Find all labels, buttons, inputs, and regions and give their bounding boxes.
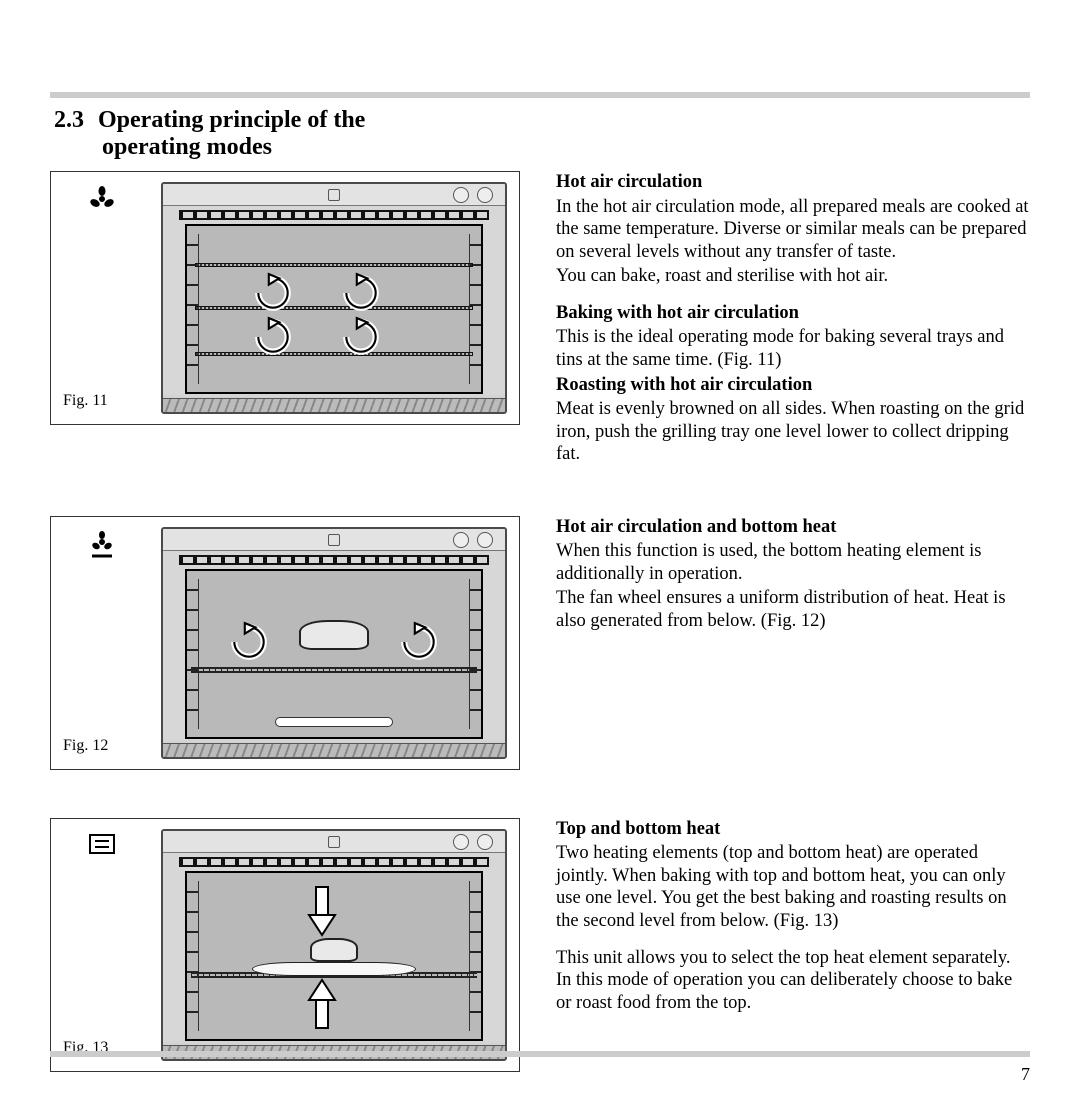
text-column: Hot air circulationIn the hot air circul…: [556, 171, 1030, 468]
figure-box: Fig. 13: [50, 818, 520, 1072]
paragraph: When this function is used, the bottom h…: [556, 540, 1030, 585]
mode-icon: [63, 833, 141, 862]
figure-column: Fig. 12: [50, 516, 520, 770]
paragraph: You can bake, roast and sterilise with h…: [556, 265, 1030, 288]
heading-number: 2.3: [54, 107, 98, 134]
figure-label: Fig. 12: [63, 737, 141, 759]
figure-label: Fig. 11: [63, 392, 141, 414]
paragraph: Meat is evenly browned on all sides. Whe…: [556, 398, 1030, 466]
paragraph: This is the ideal operating mode for bak…: [556, 326, 1030, 371]
bottom-rule: [50, 1051, 1030, 1057]
heading-line1: Operating principle of the: [98, 107, 365, 133]
figure-label: Fig. 13: [63, 1039, 141, 1061]
subheading: Hot air circulation and bottom heat: [556, 516, 1030, 539]
oven-illustration: [161, 182, 507, 414]
figure-column: Fig. 13: [50, 818, 520, 1072]
oven-illustration: [161, 527, 507, 759]
paragraph: Two heating elements (top and bottom hea…: [556, 842, 1030, 932]
heading-line2: operating modes: [54, 134, 272, 160]
figure-box: Fig. 11: [50, 171, 520, 425]
subheading: Roasting with hot air circulation: [556, 374, 1030, 397]
paragraph: In the hot air circulation mode, all pre…: [556, 196, 1030, 264]
mode-icon: [63, 186, 141, 219]
subheading: Hot air circulation: [556, 171, 1030, 194]
paragraph: The fan wheel ensures a uniform distribu…: [556, 587, 1030, 632]
section-heading: 2.3Operating principle of the operating …: [50, 107, 1030, 161]
top-rule: [50, 92, 1030, 98]
section-row: Fig. 12 Hot air circulation and bottom h…: [50, 516, 1030, 770]
oven-illustration: [161, 829, 507, 1061]
paragraph: This unit allows you to select the top h…: [556, 947, 1030, 1015]
figure-box: Fig. 12: [50, 516, 520, 770]
content: Fig. 11 Hot air circulationIn the hot ai…: [50, 171, 1030, 1072]
subheading: Top and bottom heat: [556, 818, 1030, 841]
text-column: Hot air circulation and bottom heatWhen …: [556, 516, 1030, 635]
section-row: Fig. 11 Hot air circulationIn the hot ai…: [50, 171, 1030, 468]
subheading: Baking with hot air circulation: [556, 302, 1030, 325]
text-column: Top and bottom heatTwo heating elements …: [556, 818, 1030, 1017]
page-number: 7: [1021, 1064, 1030, 1085]
figure-column: Fig. 11: [50, 171, 520, 425]
section-row: Fig. 13 Top and bottom heatTwo heating e…: [50, 818, 1030, 1072]
mode-icon: [63, 531, 141, 566]
